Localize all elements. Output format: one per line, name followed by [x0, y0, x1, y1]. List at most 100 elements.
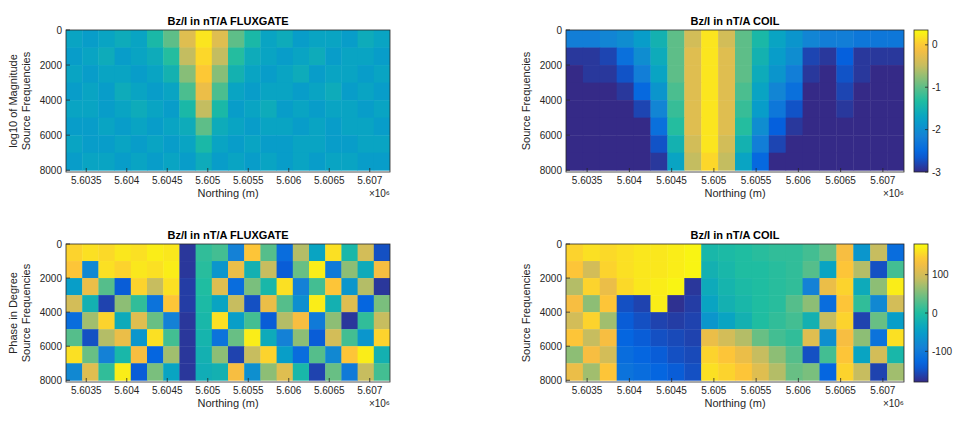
cell	[115, 329, 132, 346]
cell	[752, 100, 769, 118]
cell	[179, 83, 196, 101]
cell	[836, 65, 853, 83]
x-tick	[671, 168, 672, 172]
cell	[651, 30, 668, 48]
cell	[228, 30, 245, 48]
cell	[293, 100, 310, 118]
cell	[769, 30, 786, 48]
cell	[634, 329, 651, 346]
cell	[887, 118, 904, 136]
cell	[260, 153, 277, 171]
cell	[752, 244, 769, 261]
plot-frame	[566, 244, 904, 382]
cell	[309, 118, 326, 136]
cell	[196, 312, 213, 329]
y-tick	[66, 312, 70, 313]
cell	[735, 346, 752, 363]
cell	[325, 30, 342, 48]
cell	[98, 65, 115, 83]
cell	[66, 153, 83, 171]
cell	[98, 135, 115, 153]
cell	[735, 312, 752, 329]
cell	[566, 244, 583, 261]
colorbar-tick-label: 100	[932, 269, 949, 280]
cell	[735, 65, 752, 83]
cell	[212, 312, 229, 329]
cell	[667, 48, 684, 66]
cell	[769, 261, 786, 278]
cell	[769, 278, 786, 295]
cell	[836, 48, 853, 66]
cell	[769, 295, 786, 312]
cell	[735, 278, 752, 295]
cell	[374, 100, 390, 118]
cell	[701, 346, 718, 363]
colorbar-tick-label: -100	[932, 346, 952, 357]
x-scale-label: ×10⁶	[883, 398, 904, 409]
cell	[82, 312, 99, 329]
cell	[769, 312, 786, 329]
cell	[147, 65, 164, 83]
cell	[634, 48, 651, 66]
cell	[244, 295, 261, 312]
cell	[212, 48, 229, 66]
x-tick-label: 5.6035	[71, 385, 102, 396]
cell	[803, 295, 820, 312]
cell	[701, 48, 718, 66]
cell	[820, 153, 837, 171]
cell	[684, 363, 701, 380]
x-tick-label: 5.607	[870, 175, 895, 186]
cell	[163, 312, 180, 329]
x-tick	[329, 378, 330, 382]
cell	[583, 278, 600, 295]
x-tick	[882, 168, 883, 172]
cell	[887, 83, 904, 101]
y-tick-label: 0	[56, 239, 62, 250]
cell	[260, 329, 277, 346]
cell	[260, 261, 277, 278]
cell	[98, 346, 115, 363]
cells	[66, 30, 390, 171]
x-tick	[369, 168, 370, 172]
cell	[667, 65, 684, 83]
x-label: Northing (m)	[704, 187, 765, 199]
x-tick	[288, 378, 289, 382]
cell	[853, 244, 870, 261]
cell	[228, 48, 245, 66]
cell	[651, 83, 668, 101]
cell	[600, 346, 617, 363]
cell	[566, 261, 583, 278]
x-tick	[86, 378, 87, 382]
x-tick	[840, 378, 841, 382]
cell	[566, 312, 583, 329]
cell	[853, 48, 870, 66]
cell	[684, 346, 701, 363]
cell	[887, 329, 904, 346]
cell	[66, 346, 83, 363]
cell	[212, 329, 229, 346]
cell	[870, 83, 887, 101]
cell	[634, 65, 651, 83]
cell	[147, 261, 164, 278]
cell	[325, 329, 342, 346]
cell	[374, 261, 390, 278]
cell	[684, 83, 701, 101]
cell	[667, 118, 684, 136]
cell	[131, 329, 148, 346]
x-tick	[207, 168, 208, 172]
colorbar-tick-label: 0	[932, 39, 938, 50]
cell	[244, 329, 261, 346]
cell	[212, 30, 229, 48]
cell	[277, 329, 294, 346]
cell	[341, 153, 358, 171]
cell	[786, 312, 803, 329]
cell	[147, 135, 164, 153]
cell	[163, 278, 180, 295]
cell	[583, 83, 600, 101]
y-tick	[566, 312, 570, 313]
cell	[325, 65, 342, 83]
cell	[163, 295, 180, 312]
cell	[374, 153, 390, 171]
cell	[98, 48, 115, 66]
cell	[179, 135, 196, 153]
